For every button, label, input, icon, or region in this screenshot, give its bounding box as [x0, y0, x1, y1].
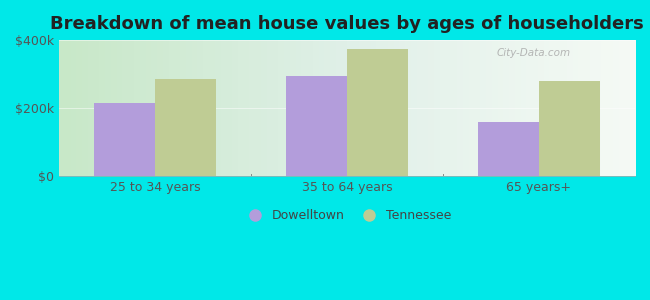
Bar: [94, 103, 155, 176]
Bar: [347, 49, 408, 176]
Bar: [285, 76, 347, 176]
Bar: [539, 81, 601, 176]
Bar: [478, 122, 539, 176]
Bar: [155, 79, 216, 176]
Legend: Dowelltown, Tennessee: Dowelltown, Tennessee: [238, 204, 456, 227]
Title: Breakdown of mean house values by ages of householders: Breakdown of mean house values by ages o…: [50, 15, 644, 33]
Text: City-Data.com: City-Data.com: [497, 48, 571, 59]
